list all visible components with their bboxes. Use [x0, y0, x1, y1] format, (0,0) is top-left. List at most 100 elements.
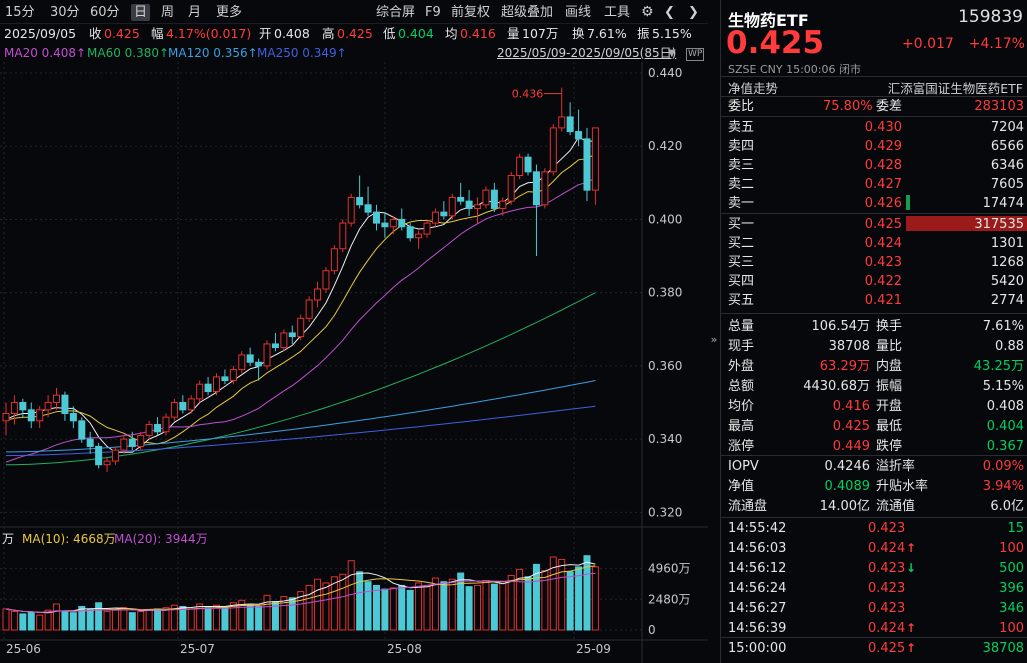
date-range[interactable]: 2025/05/09-2025/09/05(85日) [497, 46, 677, 60]
period-more[interactable]: 更多 [216, 5, 243, 20]
buy-price: 0.422 [864, 274, 902, 289]
candle-body [297, 317, 305, 338]
tick-time: 14:56:39 [728, 621, 787, 636]
vol-ma10-legend: MA(10): 4668万 [22, 532, 116, 546]
sell-row: 卖二 0.427 7605 [721, 175, 1027, 194]
tick-volume: 100 [999, 541, 1024, 556]
stat-value: 0.09% [982, 459, 1024, 474]
candle-body [516, 156, 524, 177]
sell-label: 卖四 [728, 139, 755, 154]
buy-row: 买二 0.424 1301 [721, 234, 1027, 253]
candle-body [474, 204, 482, 209]
draw-line-button[interactable]: 画线 [565, 5, 592, 20]
buy-price: 0.421 [864, 293, 902, 308]
close-label: 收 [89, 26, 102, 41]
avg-value: 0.416 [460, 26, 496, 41]
stat-row: 总量 106.54万 换手 7.61% [721, 317, 1027, 336]
sell-volume: 17474 [982, 196, 1024, 211]
candle-body [111, 449, 119, 462]
tick-volume: 38708 [982, 641, 1024, 656]
candle-body [549, 127, 557, 173]
collapse-chevron-icon[interactable]: » [710, 333, 718, 346]
stat-label: 最高 [728, 419, 755, 434]
open-value: 0.408 [274, 26, 310, 41]
candle-body [103, 460, 111, 466]
settings-icon[interactable]: ⚙ [641, 4, 654, 20]
overlay-button[interactable]: 超级叠加 [501, 5, 554, 20]
avg-label: 均 [445, 26, 458, 41]
volume-bar [541, 570, 549, 631]
candle-body [154, 423, 162, 433]
nav-trend-link[interactable]: 净值走势 [728, 81, 779, 96]
dropdown-icon[interactable]: ▼ [668, 48, 676, 59]
currency: CNY [759, 63, 783, 76]
adjust-button[interactable]: 前复权 [451, 5, 491, 20]
sell-label: 卖五 [728, 120, 755, 135]
volume-bar [2, 608, 10, 631]
vol-ma20-line [5, 572, 596, 613]
candle-body [53, 394, 61, 404]
stat-row: 涨停 0.449 跌停 0.367 [721, 437, 1027, 456]
wb-value: 75.80% [823, 99, 873, 114]
quote-time: 15:00:06 [786, 63, 836, 76]
price-tick-label: 0.360 [648, 359, 682, 373]
arrow-right-icon[interactable]: ❯ [688, 5, 699, 20]
period-15min[interactable]: 15分 [5, 5, 35, 20]
buy-volume: 317535 [974, 217, 1024, 232]
period-30min[interactable]: 30分 [50, 5, 80, 20]
volume-bar [415, 582, 423, 631]
stat-label: 换手 [876, 319, 903, 334]
fund-stat-row: 流通盘 14.00亿 流通值 6.0亿 [721, 497, 1027, 516]
candle-body [120, 438, 128, 451]
tick-price: 0.423 [868, 581, 906, 596]
period-day[interactable]: 日 [131, 4, 151, 21]
stat-value: 0.425 [832, 419, 870, 434]
tick-price: 0.423 [868, 521, 906, 536]
volume-bar [372, 584, 380, 631]
period-60min[interactable]: 60分 [90, 5, 120, 20]
price-change: +0.017 [902, 36, 954, 52]
buy-one-depth-bar [906, 216, 1027, 231]
candle-body [69, 412, 77, 422]
period-week[interactable]: 周 [161, 5, 175, 20]
high-label: 高 [322, 26, 335, 41]
volume-bar [474, 584, 482, 631]
candle-body [2, 412, 10, 422]
kline-chart[interactable]: 0.440 0.420 0.400 0.380 0.360 0.340 0.320 4960万… [0, 62, 708, 663]
stat-label: IOPV [728, 459, 759, 474]
info-row: 2025/09/05 收 0.425 幅 4.17%(0.017) 开 0.40… [0, 24, 708, 44]
stat-label: 外盘 [728, 359, 755, 374]
tick-row: 15:00:00 0.425 38708 ↑ [721, 639, 1027, 658]
tools-button[interactable]: 工具 [604, 5, 631, 20]
sell-row: 卖三 0.428 6346 [721, 156, 1027, 175]
arrow-left-icon[interactable]: ❮ [664, 5, 675, 20]
candle-body [575, 131, 583, 140]
period-month[interactable]: 月 [188, 5, 202, 20]
stat-value: 106.54万 [811, 319, 871, 334]
stat-value: 38708 [828, 339, 870, 354]
x-tick-label: 25-09 [576, 642, 611, 656]
candle-body [566, 116, 574, 133]
candle-body [128, 438, 136, 447]
tick-time: 14:55:42 [728, 521, 787, 536]
last-price: 0.425 [726, 25, 825, 61]
candle-body [170, 402, 178, 418]
candle-body [19, 402, 27, 411]
sell-one-depth-bar [906, 195, 910, 210]
candle-body [179, 402, 187, 411]
candle-body [465, 200, 473, 209]
candle-body [499, 200, 507, 209]
volume-bar [330, 576, 338, 631]
ma120-line [6, 380, 596, 453]
f9-button[interactable]: F9 [425, 5, 441, 20]
price-tick-label: 0.400 [648, 212, 682, 226]
tick-row: 14:56:39 0.424 100 ↑ [721, 619, 1027, 638]
candle-body [238, 354, 246, 371]
candle-body [187, 398, 195, 411]
volume-bar [69, 612, 77, 631]
composite-screen-button[interactable]: 综合屏 [376, 5, 416, 20]
volume-bar [36, 614, 44, 631]
buy-volume: 2774 [990, 293, 1024, 308]
sell-row: 卖一 0.426 17474 [721, 194, 1027, 213]
wp-icon[interactable]: WP [686, 48, 705, 61]
